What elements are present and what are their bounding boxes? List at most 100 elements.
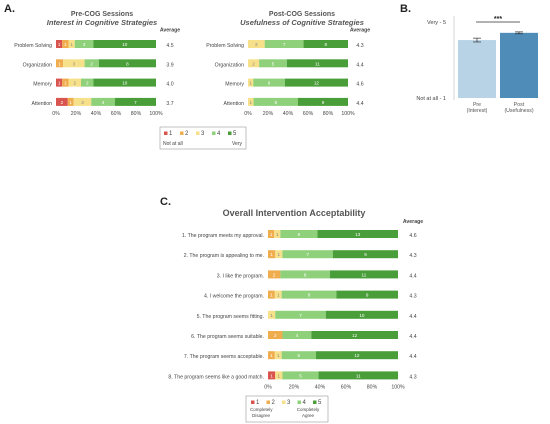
pre-average-header: Average	[160, 27, 180, 33]
panel-c-legend-swatch-3	[282, 400, 286, 404]
pre-segment-count: 2	[61, 100, 64, 105]
post-bar-segment-5	[284, 78, 348, 87]
pre-bar-segment-1	[56, 78, 63, 87]
acceptability-x-tick-label: 60%	[341, 384, 352, 390]
panel-c-legend-swatch-4	[297, 400, 301, 404]
pre-segment-count: 1	[58, 61, 61, 66]
panel-a-legend-label: 4	[217, 131, 221, 137]
acceptability-bar-segment-2	[268, 290, 275, 299]
post-bar-segment-4	[259, 59, 287, 68]
post-average-value: 4.4	[356, 62, 363, 68]
acceptability-segment-count: 1	[278, 373, 281, 378]
acceptability-average-value: 4.6	[409, 233, 416, 239]
acceptability-average-value: 4.3	[409, 294, 416, 300]
pre-bar-segment-5	[93, 78, 156, 87]
panel-a-legend: Not at all Very	[159, 126, 247, 150]
pre-segment-count: 1	[69, 100, 72, 105]
post-category-label: Memory	[225, 82, 244, 88]
pre-average-value: 3.9	[166, 62, 173, 68]
post-segment-count: 11	[315, 61, 320, 66]
acceptability-x-tick-label: 100%	[391, 384, 405, 390]
panel-c-legend: Completely Disagree Completely Agree	[245, 395, 329, 423]
acceptability-segment-count: 5	[299, 373, 302, 378]
pre-segment-count: 10	[122, 81, 128, 86]
pre-x-tick-label: 40%	[91, 111, 102, 117]
acceptability-bar-segment-5	[315, 351, 398, 360]
acceptability-x-tick-label: 20%	[289, 384, 300, 390]
acceptability-average-value: 4.3	[409, 253, 416, 259]
acceptability-bar-segment-3	[268, 310, 276, 319]
post-average-header: Average	[350, 27, 370, 33]
panel-c-legend-swatch-1	[251, 400, 255, 404]
pre-bar-segment-2	[62, 40, 69, 48]
post-bar-segment-4	[264, 40, 304, 48]
acceptability-bar-segment-5	[317, 230, 398, 238]
post-x-tick-label: 80%	[323, 111, 334, 117]
acceptability-category-label: 7. The program seems acceptable.	[184, 354, 264, 360]
post-segment-count: 2	[252, 61, 255, 66]
post-bar-segment-3	[248, 97, 254, 106]
post-segment-count: 5	[272, 61, 275, 66]
acceptability-segment-count: 4	[296, 333, 299, 338]
acceptability-segment-count: 2	[274, 333, 277, 338]
acceptability-segment-count: 12	[354, 353, 360, 358]
panel-c-label: C.	[160, 196, 171, 208]
pre-title-line1: Pre-COG Sessions	[71, 11, 133, 18]
acceptability-bar-segment-4	[275, 310, 326, 319]
acceptability-segment-count: 9	[364, 252, 367, 257]
pre-bar-segment-5	[98, 59, 156, 68]
b-category-label: (Usefulness)	[504, 108, 533, 114]
panel-a-legend-swatch-5	[228, 131, 232, 135]
panel-c-legend-label: 1	[256, 400, 260, 406]
acceptability-category-label: 5. The program seems fitting.	[197, 314, 264, 320]
pre-bar-segment-2	[67, 97, 74, 106]
acceptability-average-value: 4.4	[409, 354, 416, 360]
acceptability-segment-count: 1	[270, 313, 273, 318]
acceptability-bar-segment-3	[275, 371, 283, 380]
acceptability-bar-segment-4	[281, 351, 316, 360]
pre-x-tick-label: 60%	[111, 111, 122, 117]
pre-bar-segment-3	[68, 78, 81, 87]
acceptability-bar-segment-4	[282, 331, 312, 339]
panel-c-legend-high-1: Completely	[297, 407, 320, 412]
post-segment-count: 1	[249, 100, 252, 105]
pre-x-tick-label: 80%	[131, 111, 142, 117]
b-bar	[500, 32, 538, 98]
acceptability-bar-segment-5	[333, 250, 398, 259]
pre-x-tick-label: 100%	[149, 111, 163, 117]
pre-segment-count: 1	[70, 42, 73, 47]
acceptability-bar-segment-2	[268, 230, 275, 238]
post-x-tick-label: 40%	[283, 111, 294, 117]
acceptability-segment-count: 7	[299, 313, 302, 318]
panel-a-legend-low: Not at all	[163, 141, 183, 147]
acceptability-segment-count: 10	[359, 313, 365, 318]
acceptability-bar-segment-3	[274, 351, 282, 360]
acceptability-category-label: 4. I welcome the program.	[204, 294, 264, 300]
pre-bar-segment-5	[93, 40, 156, 48]
pre-bar-segment-2	[56, 59, 64, 68]
post-bar-segment-3	[248, 59, 260, 68]
pre-title-line2: Interest in Cognitive Strategies	[47, 18, 157, 27]
post-x-tick-label: 0%	[244, 111, 252, 117]
pre-bar-segment-3	[63, 59, 85, 68]
acceptability-bar-segment-4	[282, 371, 319, 380]
pre-category-label: Memory	[33, 82, 52, 88]
panel-c-legend-swatch-5	[313, 400, 317, 404]
pre-segment-count: 3	[81, 100, 84, 105]
acceptability-bar-segment-2	[268, 270, 281, 279]
panel-a-legend-label: 3	[201, 131, 205, 137]
acceptability-segment-count: 2	[273, 272, 276, 277]
pre-segment-count: 1	[64, 81, 67, 86]
pre-bar-segment-2	[62, 78, 69, 87]
pre-segment-count: 1	[58, 81, 61, 86]
pre-segment-count: 1	[64, 42, 67, 47]
acceptability-segment-count: 11	[362, 272, 367, 277]
acceptability-segment-count: 1	[276, 232, 279, 237]
acceptability-segment-count: 1	[277, 293, 280, 298]
acceptability-segment-count: 1	[270, 353, 273, 358]
b-y-tick-label: Not at all - 1	[416, 96, 446, 102]
post-x-tick-label: 100%	[341, 111, 355, 117]
panel-c-legend-label: 3	[287, 400, 291, 406]
pre-segment-count: 3	[73, 61, 76, 66]
